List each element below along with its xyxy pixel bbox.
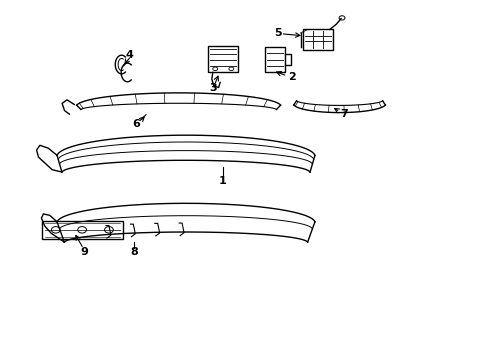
Text: 2: 2: [288, 72, 296, 82]
Bar: [303, 30, 332, 50]
Text: 1: 1: [218, 176, 226, 186]
Text: 4: 4: [126, 50, 134, 60]
Bar: [207, 45, 238, 72]
Text: 5: 5: [273, 28, 281, 38]
Bar: [264, 46, 285, 72]
Text: 3: 3: [208, 83, 216, 93]
Text: 9: 9: [81, 247, 88, 257]
Text: 8: 8: [130, 247, 138, 257]
Text: 7: 7: [339, 109, 347, 119]
Text: 6: 6: [132, 120, 140, 129]
Bar: [42, 221, 122, 239]
